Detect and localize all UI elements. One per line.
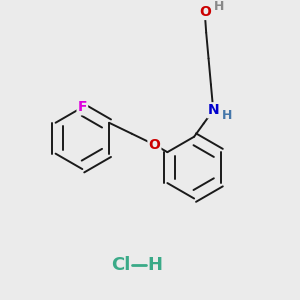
Text: O: O bbox=[199, 5, 211, 19]
Text: Cl: Cl bbox=[112, 256, 131, 274]
Text: H: H bbox=[214, 0, 224, 13]
Text: H: H bbox=[147, 256, 162, 274]
Text: N: N bbox=[207, 103, 219, 117]
Text: H: H bbox=[222, 109, 233, 122]
Text: F: F bbox=[78, 100, 87, 114]
Text: O: O bbox=[148, 138, 160, 152]
